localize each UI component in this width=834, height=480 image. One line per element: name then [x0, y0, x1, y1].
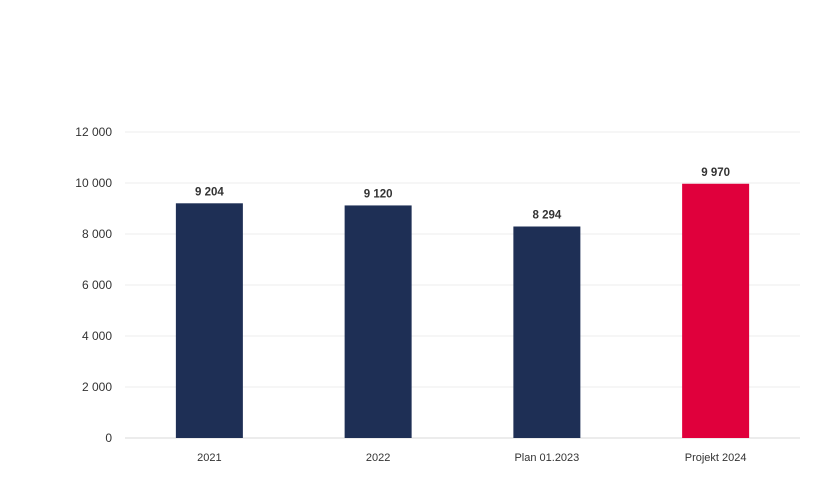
y-tick-label: 10 000 [75, 176, 112, 190]
y-tick-label: 12 000 [75, 125, 112, 139]
data-label: 9 120 [364, 188, 393, 200]
y-tick-label: 6 000 [82, 278, 112, 292]
y-tick-label: 2 000 [82, 380, 112, 394]
x-tick-label: Plan 01.2023 [514, 452, 579, 464]
bars [175, 183, 750, 438]
y-tick-label: 4 000 [82, 329, 112, 343]
data-label: 9 970 [701, 167, 730, 179]
bar [175, 203, 243, 438]
y-axis-ticks: 0 2 000 4 000 6 000 8 000 10 000 12 000 [75, 125, 112, 445]
bar [344, 205, 412, 438]
y-tick-label: 0 [105, 431, 112, 445]
data-labels: 9 204 9 120 8 294 9 970 [195, 167, 730, 222]
bar [682, 183, 750, 438]
x-tick-label: 2022 [366, 452, 390, 464]
x-axis-ticks: 2021 2022 Plan 01.2023 Projekt 2024 [197, 452, 746, 464]
x-tick-label: 2021 [197, 452, 221, 464]
bar [513, 226, 581, 438]
data-label: 8 294 [532, 210, 561, 222]
data-label: 9 204 [195, 186, 224, 198]
x-tick-label: Projekt 2024 [685, 452, 747, 464]
y-tick-label: 8 000 [82, 227, 112, 241]
